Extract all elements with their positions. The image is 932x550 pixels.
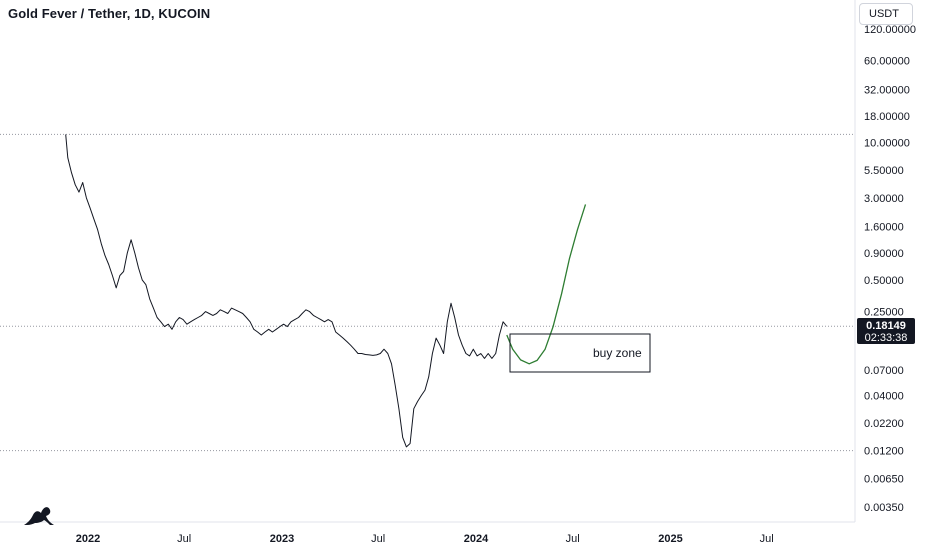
countdown-timer: 02:33:38 (865, 332, 908, 344)
time-axis-label: Jul (371, 533, 385, 545)
price-axis-label: 0.00350 (864, 502, 904, 514)
price-series-line[interactable] (65, 134, 508, 448)
currency-selector-button[interactable]: USDT (859, 3, 913, 25)
time-axis-label: 2024 (464, 533, 489, 545)
price-axis-label: 32.00000 (864, 85, 910, 97)
last-price-tag-bg (857, 318, 915, 344)
price-axis-label: 0.04000 (864, 391, 904, 403)
last-price-tag: 0.18149 (866, 320, 906, 332)
price-axis-label: 60.00000 (864, 56, 910, 68)
price-axis-label: 0.01200 (864, 446, 904, 458)
time-axis-label: Jul (566, 533, 580, 545)
price-axis-label: 0.90000 (864, 248, 904, 260)
price-axis-labels: 120.00000 60.00000 32.00000 18.00000 10.0000… (864, 24, 916, 514)
buy-zone-rectangle[interactable] (509, 333, 651, 373)
price-axis-label: 5.50000 (864, 165, 904, 177)
time-axis-label: Jul (760, 533, 774, 545)
price-axis-label: 0.02200 (864, 418, 904, 430)
price-axis-label: 3.00000 (864, 193, 904, 205)
chart-title: Gold Fever / Tether, 1D, KUCOIN (8, 6, 211, 21)
time-axis-labels: 2022 Jul 2023 Jul 2024 Jul 2025 Jul (76, 533, 774, 545)
time-axis-label: 2025 (658, 533, 682, 545)
price-axis-label: 0.50000 (864, 275, 904, 287)
time-axis-label: 2022 (76, 533, 100, 545)
price-axis-label: 0.00650 (864, 474, 904, 486)
time-axis-label: Jul (177, 533, 191, 545)
price-axis-label: 18.00000 (864, 111, 910, 123)
projection-curve-line[interactable] (506, 204, 587, 365)
price-axis-label: 120.00000 (864, 24, 916, 36)
price-series-group (65, 134, 508, 448)
time-axis-label: 2023 (270, 533, 294, 545)
projection-series-group (506, 204, 587, 365)
price-axis-label: 0.25000 (864, 307, 904, 319)
price-axis-label: 10.00000 (864, 138, 910, 150)
horizontal-levels-group (0, 133, 855, 452)
price-axis-label: 0.07000 (864, 365, 904, 377)
price-axis-label: 1.60000 (864, 222, 904, 234)
tradingview-logo[interactable] (24, 507, 54, 525)
buy-zone-label: buy zone (593, 346, 642, 360)
